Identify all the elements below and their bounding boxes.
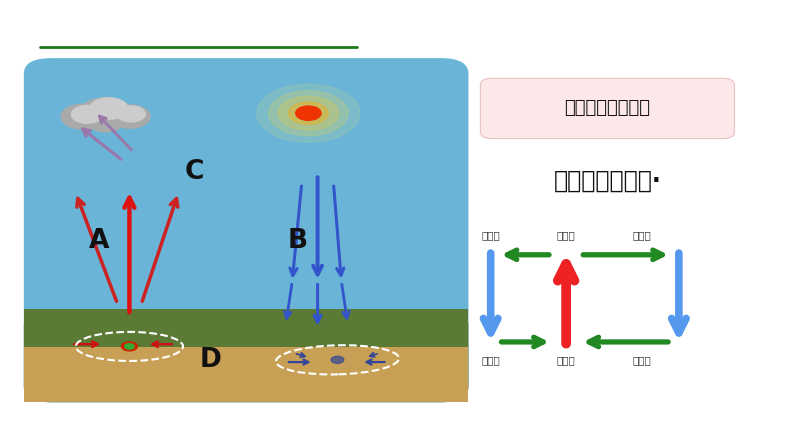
Circle shape (109, 105, 150, 128)
Text: 高气压: 高气压 (481, 355, 500, 365)
Text: 低气压: 低气压 (557, 355, 576, 365)
Text: C: C (185, 159, 204, 185)
Circle shape (295, 106, 321, 120)
Circle shape (71, 105, 103, 123)
FancyBboxPatch shape (480, 78, 734, 139)
Text: 低气压: 低气压 (481, 230, 500, 240)
Circle shape (88, 112, 123, 132)
Text: 大气的水平运动·: 大气的水平运动· (553, 169, 661, 193)
Circle shape (288, 102, 328, 124)
Circle shape (256, 84, 360, 142)
Text: D: D (199, 347, 222, 373)
Circle shape (125, 344, 134, 349)
Text: 高气压: 高气压 (557, 230, 576, 240)
FancyBboxPatch shape (24, 309, 468, 402)
Text: A: A (89, 228, 110, 254)
FancyBboxPatch shape (24, 58, 468, 402)
Text: 低气压: 低气压 (632, 230, 651, 240)
Bar (24, 309, 468, 351)
Circle shape (331, 356, 344, 363)
Circle shape (278, 96, 338, 130)
Text: 高气压: 高气压 (632, 355, 651, 365)
Circle shape (80, 98, 131, 127)
Circle shape (117, 106, 145, 122)
Circle shape (121, 342, 137, 351)
Text: 哪几处形成了风？: 哪几处形成了风？ (565, 99, 650, 118)
Circle shape (61, 104, 106, 129)
Circle shape (268, 91, 348, 135)
Circle shape (90, 98, 128, 119)
Text: B: B (287, 228, 308, 254)
Bar (24, 347, 468, 402)
